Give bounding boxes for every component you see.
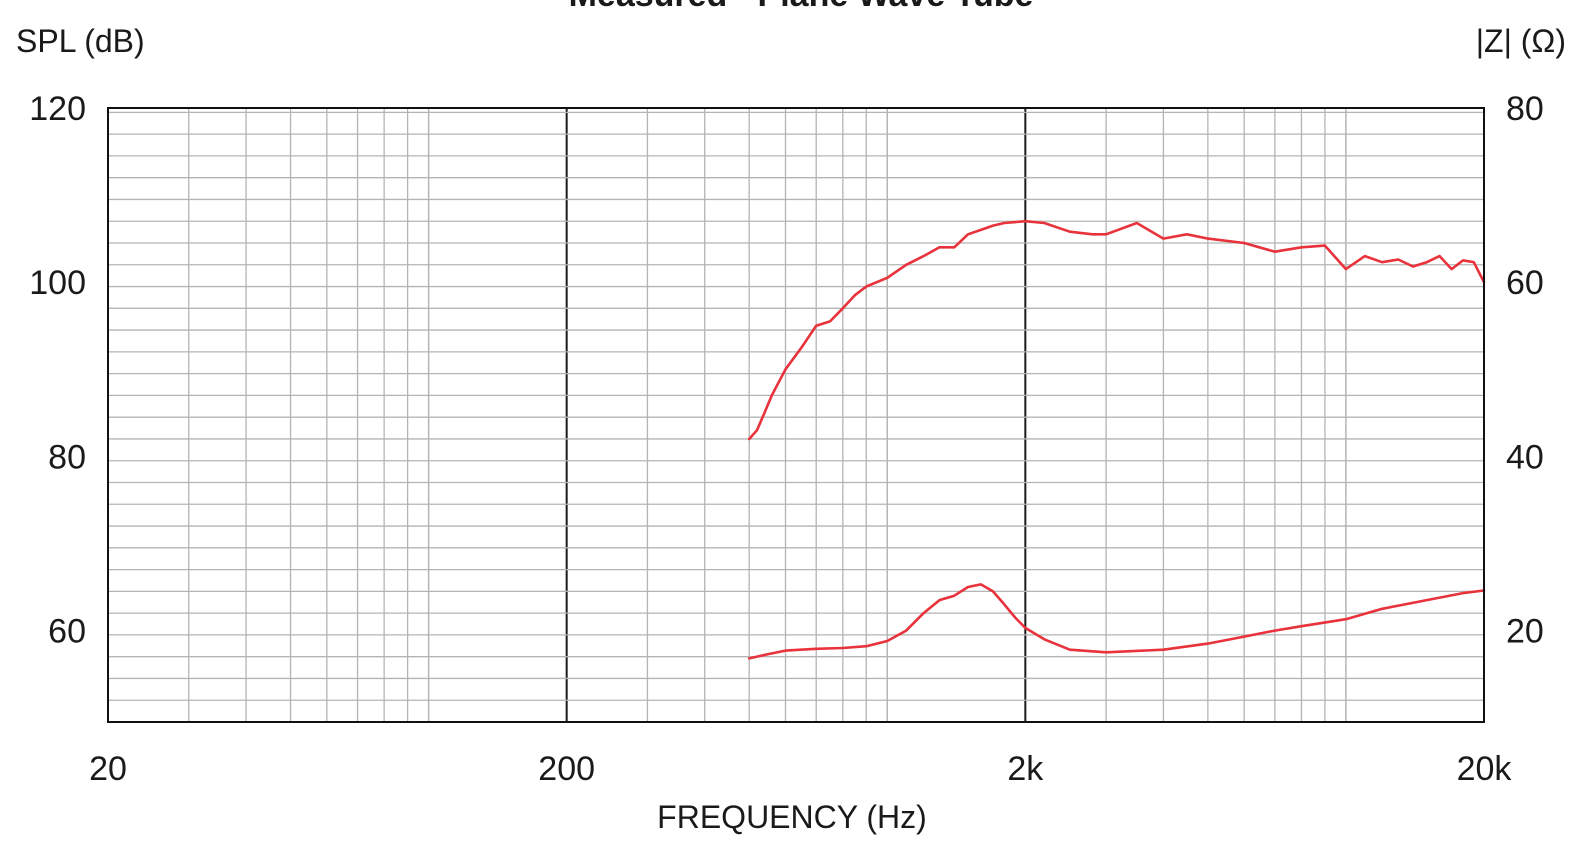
y-right-tick-label: 80 <box>1506 90 1544 128</box>
spl-curve <box>747 219 1486 441</box>
y-left-tick-label: 120 <box>29 90 86 128</box>
y-left-tick-label: 60 <box>48 613 86 651</box>
right-axis-title: |Z| (Ω) <box>1476 23 1566 59</box>
x-tick-label: 200 <box>538 750 595 788</box>
y-right-tick-label: 60 <box>1506 264 1544 302</box>
y-left-tick-label: 100 <box>29 264 86 302</box>
y-right-tick-label: 20 <box>1506 613 1544 651</box>
left-axis-title: SPL (dB) <box>16 23 145 59</box>
chart-title: Measured - Plane Wave Tube <box>569 0 1034 14</box>
tick-labels: 20 200 2k 20k 60 80 100 120 20 40 60 80 <box>29 90 1544 788</box>
x-tick-label: 20 <box>89 750 127 788</box>
x-axis-title: FREQUENCY (Hz) <box>657 799 927 835</box>
impedance-curve <box>747 583 1486 660</box>
plot-grid <box>107 108 1485 722</box>
y-left-tick-label: 80 <box>48 438 86 476</box>
x-tick-label: 2k <box>1007 750 1044 788</box>
x-tick-label: 20k <box>1457 750 1513 788</box>
plot-curves <box>747 219 1486 660</box>
y-right-tick-label: 40 <box>1506 438 1544 476</box>
plot-frame <box>107 107 1485 723</box>
